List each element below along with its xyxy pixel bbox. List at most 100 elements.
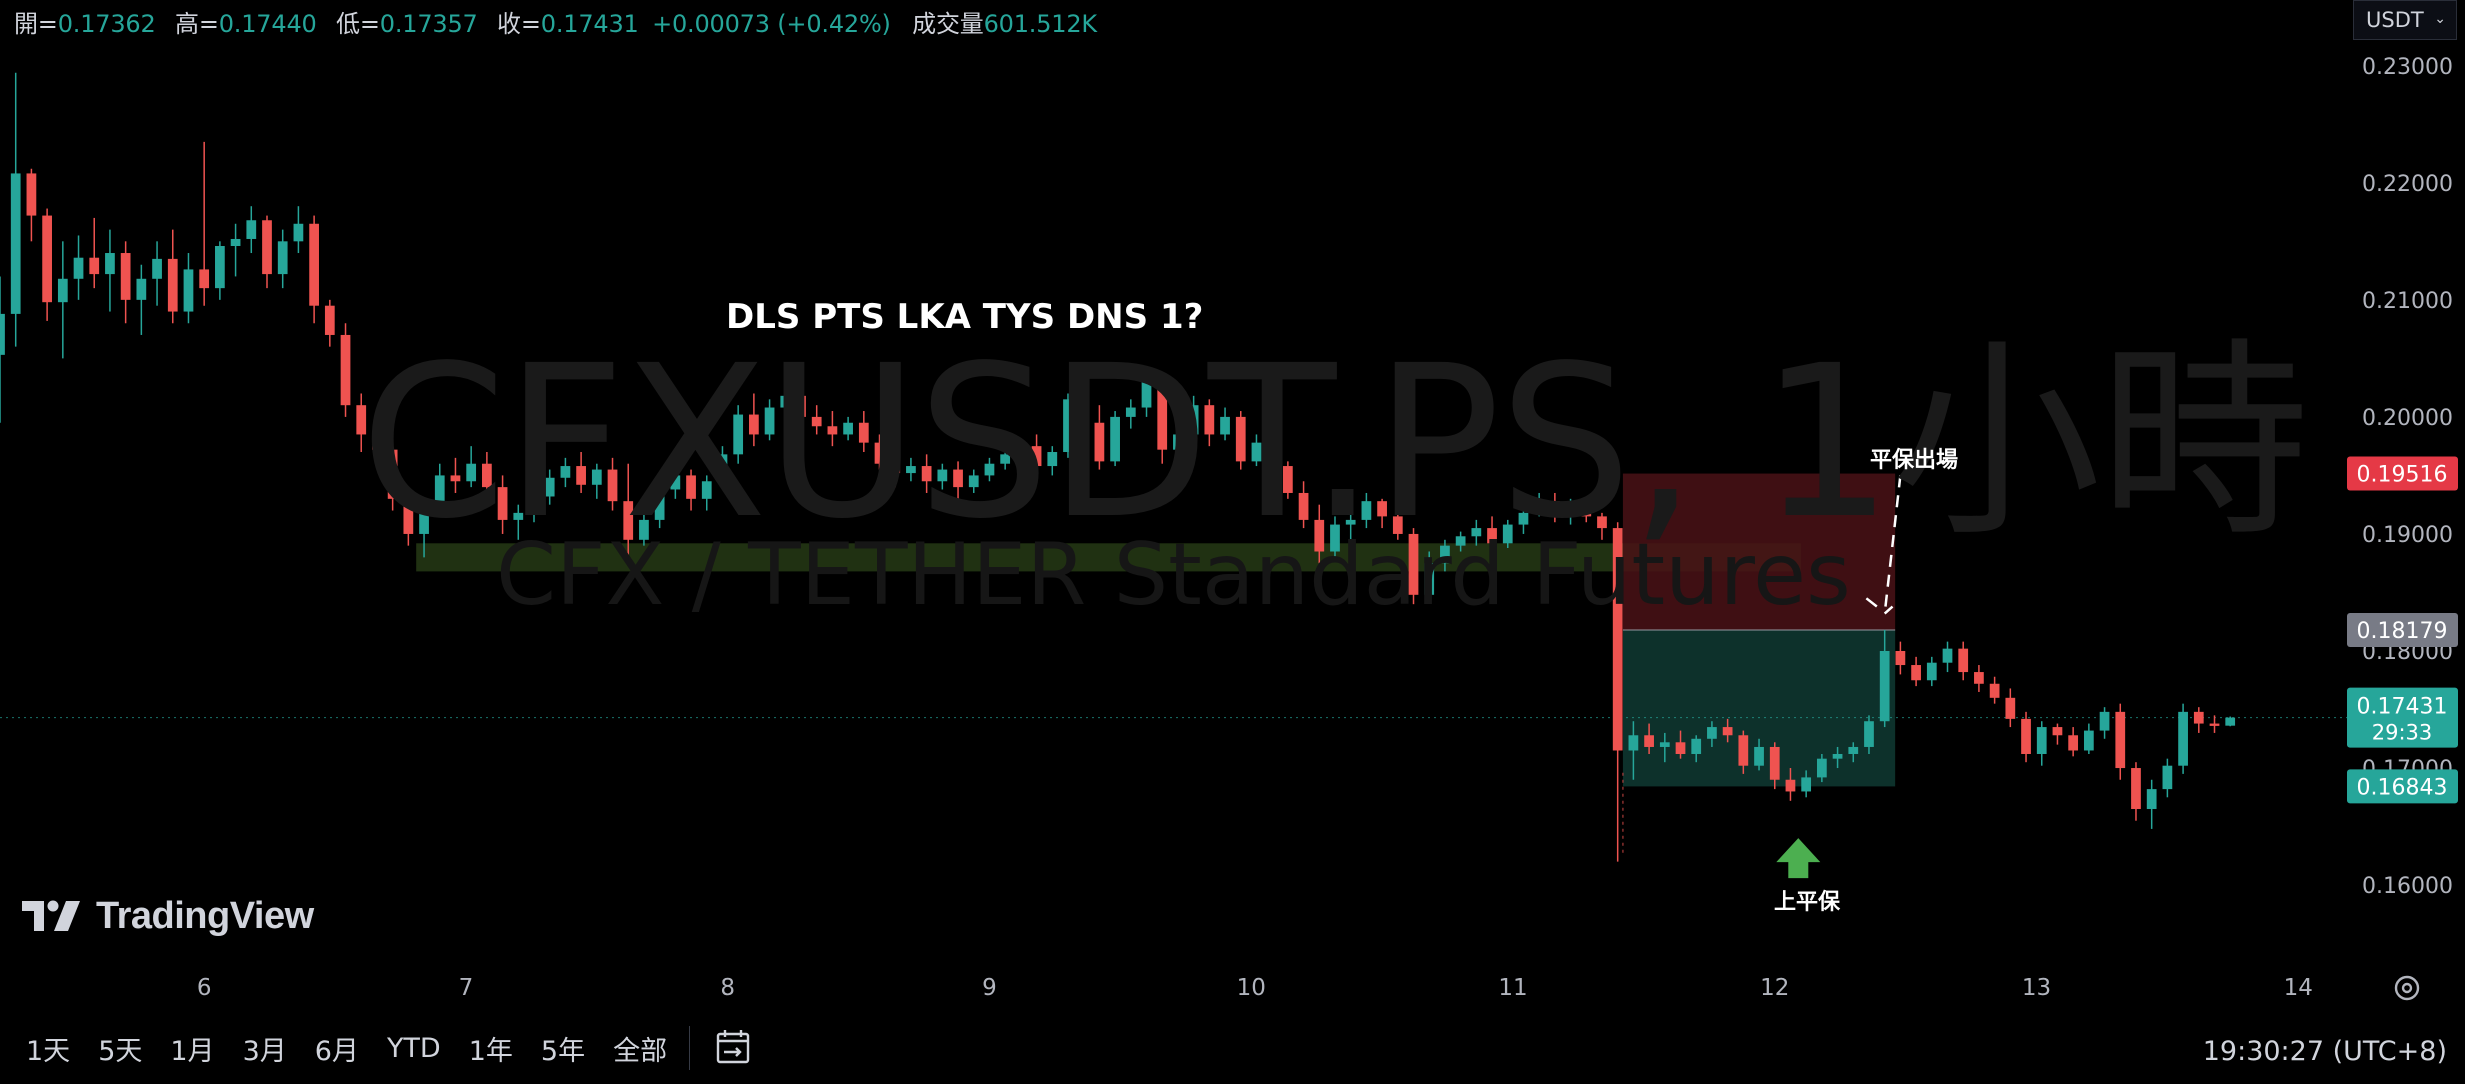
candle-body [1424, 563, 1435, 595]
candle [2209, 715, 2220, 733]
ohlc-legend: 開=0.17362 高=0.17440 低=0.17357 收=0.17431 … [14, 4, 1109, 39]
exit-annotation[interactable]: 平保出場 [1870, 448, 1959, 473]
candle [1534, 492, 1545, 517]
candle-body [1047, 452, 1058, 467]
annotation-title[interactable]: DLS PTS LKA TYS DNS 1? [726, 297, 1204, 337]
candle-body [1157, 381, 1168, 450]
candle [89, 217, 100, 289]
target-badge-bg [2347, 769, 2458, 804]
candle [1173, 428, 1183, 458]
range-5d[interactable]: 5天 [98, 1035, 143, 1067]
candle [434, 463, 445, 517]
candle [73, 235, 84, 300]
candle [1063, 393, 1073, 458]
candle [639, 510, 649, 546]
candle [921, 454, 932, 493]
candle-body [1016, 446, 1026, 455]
candle-body [1440, 545, 1450, 564]
candle [1314, 504, 1325, 564]
candle [1738, 730, 1749, 774]
x-tick-label: 11 [1498, 975, 1527, 1001]
candle-body [1251, 442, 1262, 462]
candle-body [387, 449, 398, 499]
candle-body [749, 414, 759, 435]
candle [387, 440, 398, 511]
y-tick-label: 0.19000 [2362, 523, 2453, 548]
candle-body [827, 426, 838, 435]
candle-body [199, 269, 210, 289]
candle [560, 457, 571, 488]
candle-body [2036, 727, 2047, 754]
candle-body [105, 253, 115, 275]
currency-selector[interactable]: USDT ⌄ [2353, 0, 2457, 40]
candle [654, 481, 665, 529]
candle [1094, 405, 1105, 470]
candle-body [2131, 768, 2141, 810]
range-6m[interactable]: 6月 [314, 1035, 359, 1067]
candle-body [1298, 492, 1309, 520]
candle [1377, 498, 1387, 529]
candle [1141, 370, 1152, 417]
candle [1989, 676, 2000, 704]
candle-body [1110, 416, 1120, 462]
candle [2225, 716, 2236, 727]
candle-body [2052, 727, 2063, 736]
candle [1675, 730, 1686, 759]
candle-body [1942, 648, 1953, 663]
candle [1785, 768, 1796, 801]
candle [1754, 738, 1764, 771]
candle-body [1188, 405, 1199, 435]
y-tick-label: 0.21000 [2362, 289, 2453, 314]
range-1d[interactable]: 1天 [26, 1035, 71, 1067]
candle-body [529, 496, 539, 513]
candle [1958, 641, 1969, 681]
candle-body [984, 463, 995, 476]
candle [1455, 531, 1466, 552]
range-5y[interactable]: 5年 [540, 1035, 586, 1067]
candle [780, 387, 791, 417]
range-ytd[interactable]: YTD [386, 1032, 441, 1064]
candle-body [2005, 697, 2016, 719]
range-1y[interactable]: 1年 [468, 1035, 513, 1067]
candle-body [1722, 727, 1733, 736]
candle-body [403, 498, 414, 534]
candle-body [513, 512, 524, 520]
candle [843, 416, 853, 441]
range-3m[interactable]: 3月 [242, 1035, 287, 1067]
candle [796, 387, 806, 423]
candle-body [2099, 711, 2110, 731]
open-label: 開= [14, 10, 58, 38]
candle [1361, 492, 1372, 529]
candle [1816, 753, 1827, 783]
candle [497, 475, 508, 534]
tradingview-logo[interactable]: TradingView [22, 895, 314, 938]
candle-body [293, 223, 304, 242]
candle [1974, 665, 1984, 692]
candle-body [230, 238, 241, 247]
breakeven-annotation[interactable]: 上平保 [1774, 890, 1841, 915]
candle [1330, 516, 1340, 558]
candle [984, 457, 995, 482]
low-value: 0.17357 [379, 10, 478, 38]
candle-body [2178, 711, 2188, 766]
candle [215, 241, 225, 300]
candle-body [2083, 730, 2094, 751]
candle-body [560, 466, 571, 478]
candle-body [1628, 735, 1639, 751]
support-zone [416, 543, 1801, 572]
candle-body [670, 475, 681, 490]
clock-timezone[interactable]: 19:30:27 (UTC+8) [2202, 1036, 2447, 1067]
candle [764, 399, 775, 441]
range-all[interactable]: 全部 [613, 1035, 668, 1067]
candle [733, 405, 744, 464]
candle [607, 457, 618, 511]
candle [2162, 758, 2173, 798]
calendar-range-icon[interactable] [714, 1028, 754, 1068]
candle-body [152, 258, 162, 279]
candle [1424, 551, 1435, 602]
candle-body [2115, 711, 2126, 769]
range-1m[interactable]: 1月 [170, 1035, 215, 1067]
x-axis[interactable]: 6 7 8 9 10 11 12 13 14 [197, 975, 2420, 1001]
